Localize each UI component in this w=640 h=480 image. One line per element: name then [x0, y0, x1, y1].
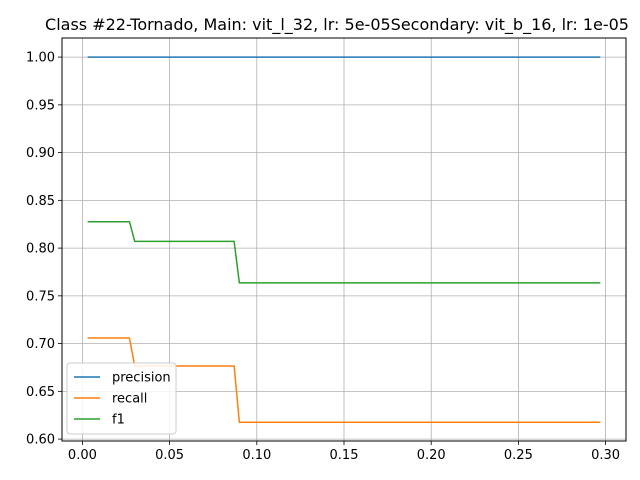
x-tick-label: 0.15: [330, 448, 359, 463]
y-tick-label: 0.90: [26, 146, 55, 161]
x-tick-label: 0.25: [504, 448, 533, 463]
y-tick-label: 0.60: [26, 433, 55, 448]
y-tick-label: 1.00: [26, 51, 55, 66]
legend: precision recall f1: [66, 362, 177, 435]
y-tick-label: 0.70: [26, 337, 55, 352]
y-tick-label: 0.65: [26, 385, 55, 400]
x-tick-label: 0.05: [155, 448, 184, 463]
series-line-f1: [87, 220, 601, 284]
y-tick-label: 0.85: [26, 194, 55, 209]
x-tick-label: 0.30: [591, 448, 620, 463]
y-tick-label: 0.80: [26, 242, 55, 257]
legend-label-f1: f1: [112, 413, 125, 428]
x-tick-label: 0.20: [417, 448, 446, 463]
legend-label-recall: recall: [112, 392, 147, 407]
x-tick-label: 0.10: [242, 448, 271, 463]
y-tick-label: 0.75: [26, 289, 55, 304]
axis-ticks: 0.00 0.05 0.10 0.15 0.20 0.25 0.30 0.60 0.65 0.70…: [26, 51, 620, 463]
legend-box: [66, 362, 177, 435]
x-tick-label: 0.00: [68, 448, 97, 463]
series-lines: [87, 56, 601, 424]
legend-label-precision: precision: [112, 371, 171, 386]
series-line-recall: [87, 337, 601, 424]
chart-title: Class #22-Tornado, Main: vit_l_32, lr: 5…: [45, 15, 629, 35]
y-tick-label: 0.95: [26, 98, 55, 113]
